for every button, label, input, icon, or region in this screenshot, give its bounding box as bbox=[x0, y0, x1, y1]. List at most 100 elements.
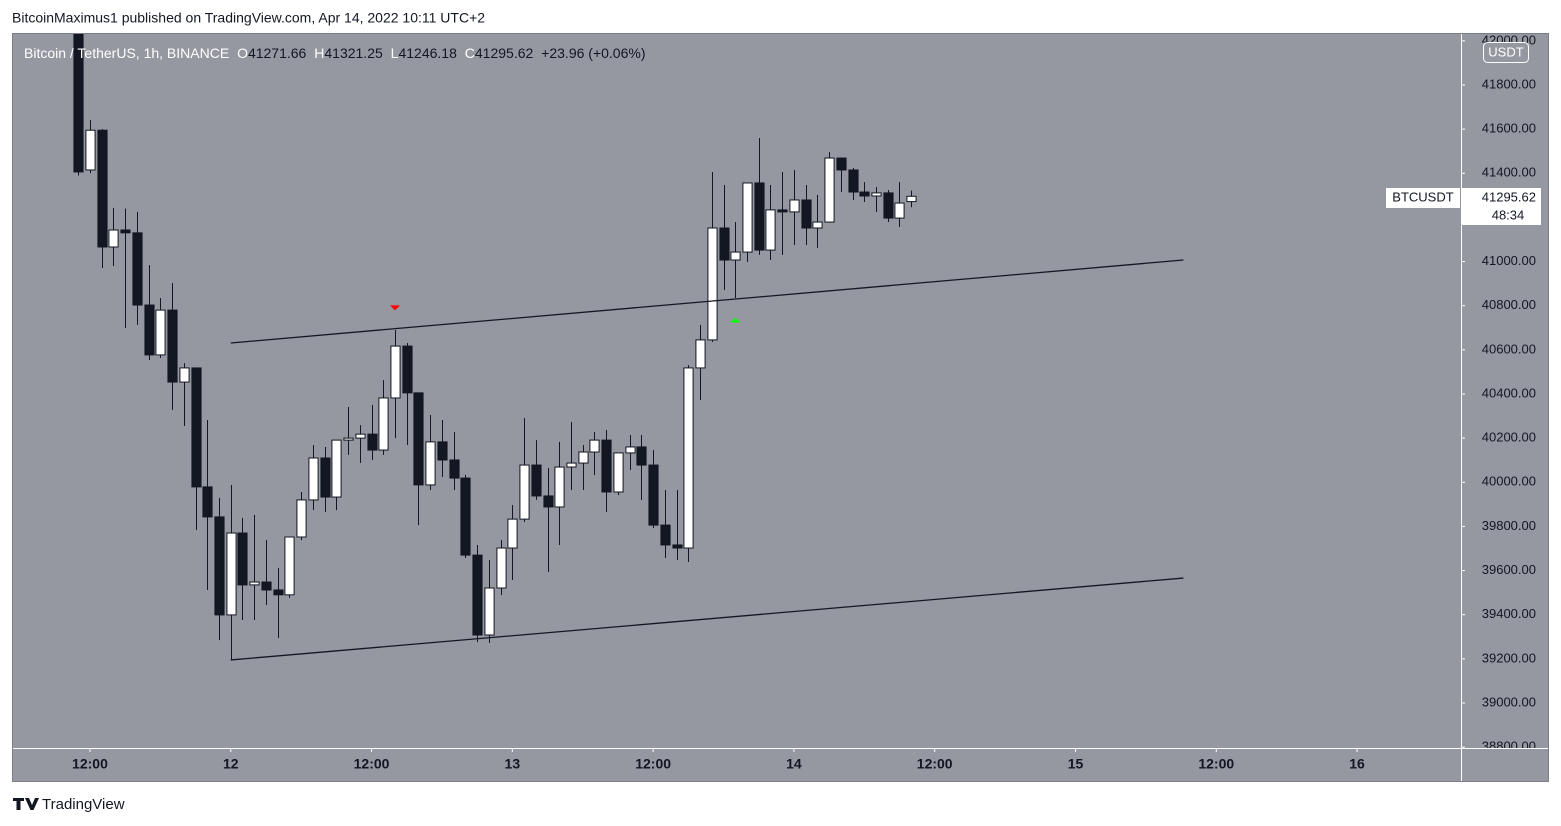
candle-body bbox=[789, 199, 800, 213]
symbol: Bitcoin / TetherUS, 1h, BINANCE bbox=[24, 45, 229, 61]
candle-body bbox=[801, 199, 812, 229]
candle-body bbox=[472, 554, 483, 636]
candle-body bbox=[296, 499, 307, 538]
candle-body bbox=[543, 495, 554, 508]
low-label: L bbox=[391, 45, 399, 61]
candle-body bbox=[97, 129, 108, 248]
candle-body bbox=[660, 524, 671, 546]
candle-body bbox=[308, 457, 319, 501]
candle-body bbox=[390, 345, 401, 399]
candle-body bbox=[460, 477, 471, 556]
candle-body bbox=[742, 182, 753, 253]
ticker-label: BTCUSDT bbox=[1392, 189, 1453, 204]
candle-body bbox=[507, 518, 518, 549]
brand-logo bbox=[13, 798, 39, 810]
x-tick-label: 15 bbox=[1068, 756, 1084, 772]
open-value: 41271.66 bbox=[248, 45, 307, 61]
candle-body bbox=[578, 451, 589, 464]
close-label: C bbox=[465, 45, 475, 61]
candle-body bbox=[237, 532, 248, 586]
candle-body bbox=[695, 339, 706, 369]
candle-body bbox=[730, 251, 741, 261]
candle-body bbox=[589, 439, 600, 453]
high-label: H bbox=[314, 45, 324, 61]
currency-label: USDT bbox=[1488, 44, 1523, 59]
candle-body bbox=[284, 536, 295, 596]
x-tick-label: 14 bbox=[786, 756, 802, 772]
candle-body bbox=[167, 309, 178, 383]
candle-body bbox=[226, 532, 237, 616]
time-axis: 12:00 12 12:00 13 12:00 14 12:00 15 12:00 16 bbox=[72, 748, 1365, 772]
countdown: 48:34 bbox=[1492, 207, 1525, 222]
x-tick-label: 12:00 bbox=[72, 756, 108, 772]
x-tick-label: 12 bbox=[223, 756, 239, 772]
currency-button[interactable] bbox=[1483, 42, 1529, 63]
chart-frame bbox=[12, 33, 1549, 782]
candle-body bbox=[554, 466, 565, 508]
candle-body bbox=[906, 195, 917, 203]
candle-body bbox=[261, 581, 272, 591]
candle-body bbox=[883, 192, 894, 219]
y-tick-label: 39200.00 bbox=[1482, 650, 1536, 665]
y-tick-label: 40200.00 bbox=[1482, 430, 1536, 445]
candle-body bbox=[437, 441, 448, 461]
candle-body bbox=[331, 439, 342, 498]
candle-body bbox=[85, 129, 96, 171]
candle-body bbox=[672, 544, 683, 549]
y-tick-label: 39600.00 bbox=[1482, 562, 1536, 577]
candle-body bbox=[343, 437, 354, 441]
y-tick-label: 40800.00 bbox=[1482, 297, 1536, 312]
candle-body bbox=[179, 367, 190, 383]
candle-body bbox=[765, 209, 776, 251]
candle-body bbox=[824, 157, 835, 223]
candle-body bbox=[777, 209, 788, 213]
candle-body bbox=[812, 221, 823, 229]
candle-body bbox=[367, 433, 378, 451]
x-tick-label: 12:00 bbox=[354, 756, 390, 772]
candle-body bbox=[378, 397, 389, 451]
candle-body bbox=[625, 446, 636, 454]
candle-body bbox=[273, 589, 284, 596]
y-tick-label: 39000.00 bbox=[1482, 694, 1536, 709]
trendline bbox=[230, 577, 1184, 661]
candle-body bbox=[859, 191, 870, 197]
last-price-box bbox=[1462, 188, 1541, 225]
x-tick-label: 12:00 bbox=[635, 756, 671, 772]
x-tick-label: 12:00 bbox=[917, 756, 953, 772]
x-tick-label: 13 bbox=[505, 756, 521, 772]
candle-body bbox=[202, 486, 213, 518]
x-tick-label: 12:00 bbox=[1198, 756, 1234, 772]
candle-body bbox=[871, 192, 882, 197]
candle-body bbox=[120, 229, 131, 234]
candle-body bbox=[496, 547, 507, 589]
candle-body bbox=[519, 464, 530, 520]
candle-body bbox=[108, 229, 119, 248]
candle-body bbox=[155, 309, 166, 356]
candle-body bbox=[848, 169, 859, 193]
y-tick-label: 41400.00 bbox=[1482, 165, 1536, 180]
candle-body bbox=[707, 227, 718, 341]
y-tick-label: 40600.00 bbox=[1482, 341, 1536, 356]
candle-body bbox=[836, 157, 847, 171]
candle-body bbox=[249, 581, 260, 586]
x-tick-label: 16 bbox=[1349, 756, 1365, 772]
candle-body bbox=[754, 182, 765, 251]
candle-body bbox=[719, 227, 730, 261]
candle-body bbox=[413, 392, 424, 486]
low-value: 41246.18 bbox=[398, 45, 457, 61]
trendline bbox=[230, 259, 1184, 344]
candle-body bbox=[648, 464, 659, 526]
brand-name: TradingView bbox=[42, 796, 125, 813]
candle-body bbox=[566, 462, 577, 468]
candle-body bbox=[425, 441, 436, 486]
signal-marker bbox=[730, 317, 741, 323]
candle-body bbox=[531, 464, 542, 497]
candle-body bbox=[320, 457, 331, 498]
candle-body bbox=[601, 439, 612, 493]
candle-body bbox=[132, 232, 143, 306]
candle-body bbox=[73, 34, 84, 173]
candle-body bbox=[636, 446, 647, 466]
y-tick-label: 39800.00 bbox=[1482, 518, 1536, 533]
signal-marker bbox=[390, 305, 401, 311]
